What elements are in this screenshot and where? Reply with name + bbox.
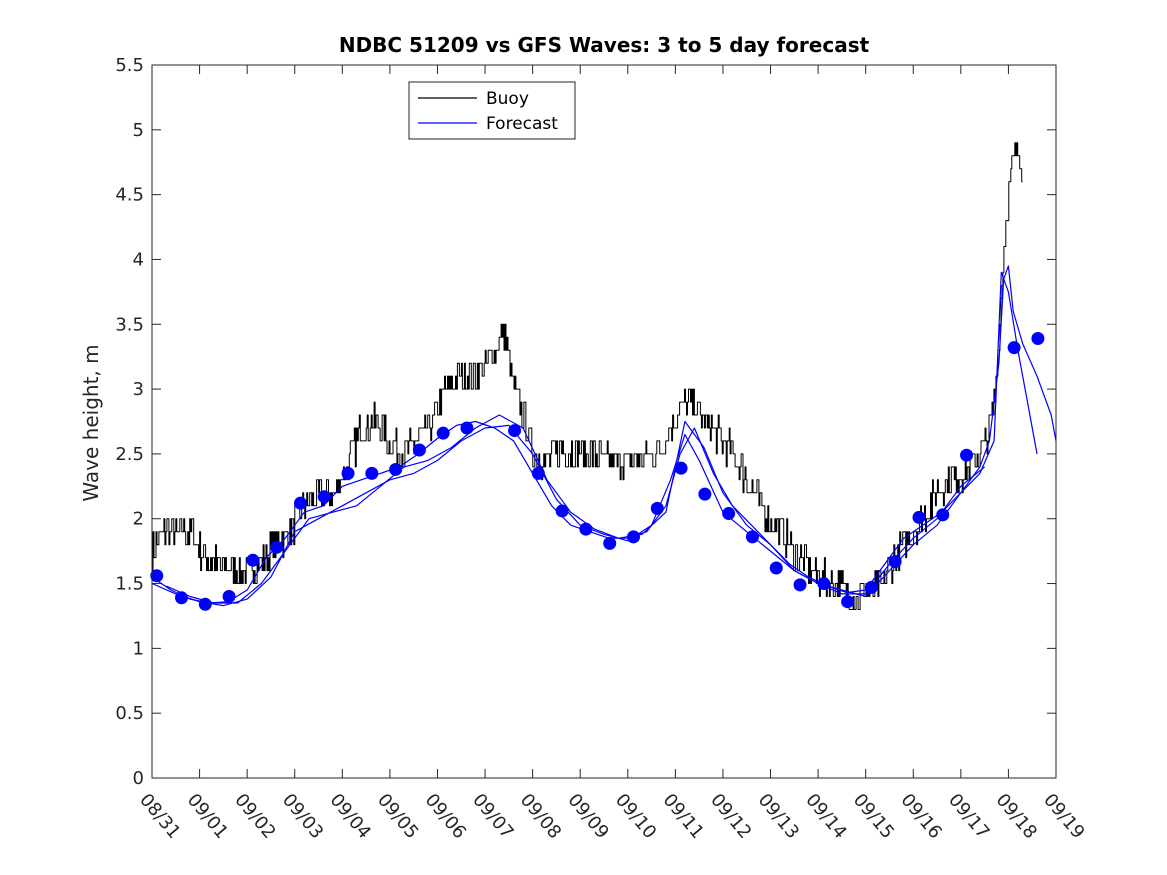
forecast-point [317, 490, 331, 504]
forecast-point [270, 540, 284, 554]
chart-title: NDBC 51209 vs GFS Waves: 3 to 5 day fore… [339, 33, 870, 57]
forecast-point [650, 501, 664, 515]
plot-background [152, 65, 1056, 778]
forecast-point [1007, 341, 1021, 355]
y-axis: 0 0.5 1 1.5 2 2.5 3 3.5 4 4.5 5 5.5 [115, 55, 1056, 789]
forecast-point [936, 508, 950, 522]
buoy-line [152, 142, 1023, 610]
forecast-point [745, 530, 759, 544]
forecast-point [531, 466, 545, 480]
forecast-point [246, 553, 260, 567]
series-layer [150, 142, 1057, 611]
plot-frame [151, 64, 1057, 779]
forecast-point [603, 536, 617, 550]
y-tick-label: 0.5 [115, 703, 144, 724]
y-tick-label: 5 [133, 120, 144, 141]
forecast-point [960, 448, 974, 462]
forecast-point [460, 421, 474, 435]
y-tick-label: 0 [133, 768, 144, 789]
y-tick-label: 5.5 [115, 55, 144, 76]
forecast-point [793, 578, 807, 592]
y-tick-label: 3.5 [115, 314, 144, 335]
forecast-point [698, 487, 712, 501]
forecast-point [341, 466, 355, 480]
forecast-point [150, 569, 164, 583]
legend-box [408, 81, 576, 140]
forecast-point [365, 466, 379, 480]
forecast-point [817, 577, 831, 591]
y-tick-label: 2 [133, 509, 144, 530]
forecast-point [412, 443, 426, 457]
forecast-line [151, 265, 1057, 604]
forecast-point [436, 426, 450, 440]
forecast-point [579, 522, 593, 536]
y-tick-label: 2.5 [115, 444, 144, 465]
forecast-point [198, 597, 212, 611]
legend-forecast-label: Forecast [486, 114, 558, 134]
plot-area [150, 64, 1057, 779]
y-tick-label: 4.5 [115, 185, 144, 206]
forecast-point [912, 510, 926, 524]
forecast-point [674, 461, 688, 475]
y-tick-label: 4 [133, 249, 144, 270]
y-tick-label: 3 [133, 379, 144, 400]
forecast-point [626, 530, 640, 544]
y-tick-label: 1 [133, 638, 144, 659]
forecast-point [888, 555, 902, 569]
forecast-point [1031, 332, 1045, 346]
forecast-run-3-line [166, 414, 985, 604]
y-tick-label: 1.5 [115, 574, 144, 595]
forecast-point [174, 591, 188, 605]
forecast-point [555, 504, 569, 518]
forecast-point [722, 507, 736, 521]
forecast-point [864, 580, 878, 594]
y-axis-label: Wave height, m [79, 344, 103, 501]
forecast-point [222, 590, 236, 604]
forecast-point [769, 561, 783, 575]
forecast-point [389, 462, 403, 476]
legend: Buoy Forecast [408, 81, 576, 140]
forecast-point [841, 595, 855, 609]
legend-buoy-label: Buoy [486, 89, 529, 109]
forecast-point [293, 496, 307, 510]
forecast-point [508, 424, 522, 438]
